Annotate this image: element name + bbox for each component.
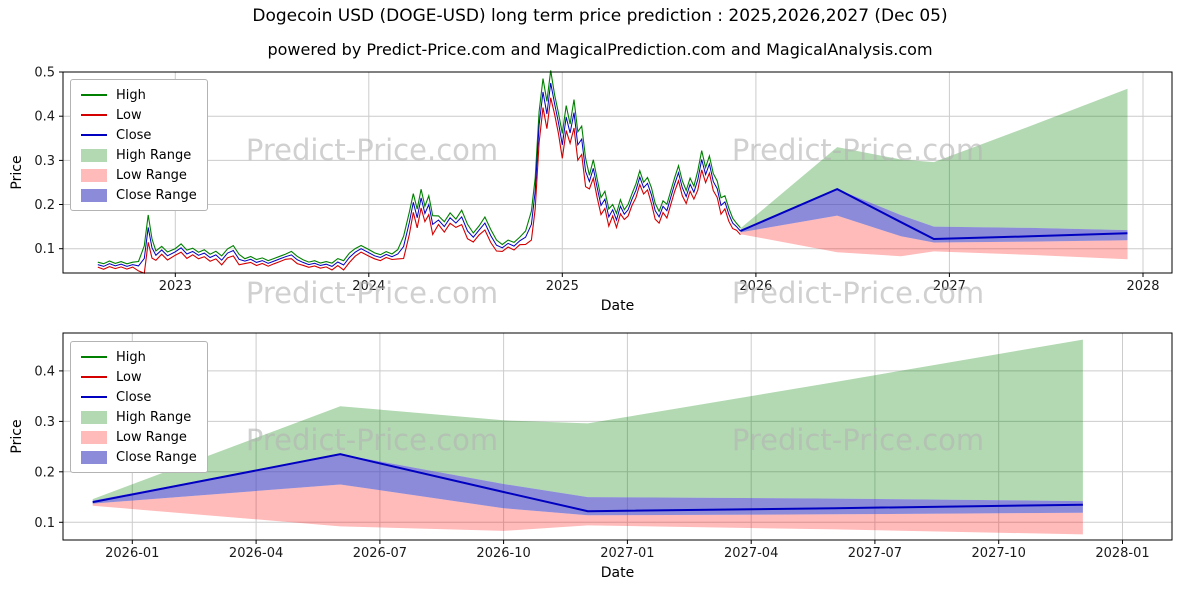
x-tick-label: 2026-07 — [353, 546, 407, 561]
legend-entry: High Range — [81, 409, 197, 425]
x-axis-label: Date — [601, 565, 634, 581]
y-tick-label: 0.4 — [34, 364, 55, 379]
legend-line-swatch — [81, 356, 107, 358]
close-prediction-line — [740, 187, 1128, 241]
x-tick-label: 2026-04 — [229, 546, 283, 561]
high-range-area — [740, 88, 1128, 231]
legend-label: Low — [116, 369, 142, 385]
high-line — [97, 70, 741, 265]
close-range-area — [740, 189, 1128, 243]
legend-entry: Close Range — [81, 187, 197, 203]
legend-label: Close Range — [116, 449, 197, 465]
chart-forecast-detail: 2026-01 2026-04 2026-07 2026-10 2027-01 2027-… — [9, 332, 1173, 581]
legend-entry: Close Range — [81, 449, 197, 465]
y-axis-label: Price — [9, 419, 25, 453]
legend-label: High — [116, 349, 146, 365]
legend-entry: Low — [81, 369, 197, 385]
x-tick-label: 2027 — [933, 279, 966, 294]
legend-label: High Range — [116, 409, 192, 425]
x-tick-label: 2028 — [1126, 279, 1159, 294]
axes-border — [62, 332, 1173, 541]
x-tick-label: 2027-04 — [724, 546, 778, 561]
legend-patch-swatch — [81, 188, 107, 202]
legend-line-swatch — [81, 396, 107, 398]
legend-label: Close — [116, 389, 152, 405]
close-range-area — [92, 454, 1083, 516]
legend-entry: High — [81, 349, 197, 365]
high-range-area — [92, 339, 1083, 502]
legend-line-swatch — [81, 114, 107, 116]
chart-title: Dogecoin USD (DOGE-USD) long term price … — [252, 6, 948, 26]
legend-entry: Low Range — [81, 167, 197, 183]
y-tick-label: 0.1 — [34, 242, 55, 257]
x-tick-label: 2026 — [739, 279, 772, 294]
legend-label: Low Range — [116, 167, 187, 183]
legend-patch-swatch — [81, 168, 107, 182]
legend-patch-swatch — [81, 148, 107, 162]
legend-patch-swatch — [81, 410, 107, 424]
y-tick-label: 0.3 — [34, 154, 55, 169]
axes-border — [62, 71, 1173, 274]
x-tick-label: 2028-01 — [1095, 546, 1149, 561]
legend-entry: High — [81, 87, 197, 103]
x-tick-label: 2027-07 — [848, 546, 902, 561]
legend-patch-swatch — [81, 450, 107, 464]
legend-label: High Range — [116, 147, 192, 163]
legend-patch-swatch — [81, 430, 107, 444]
x-tick-label: 2023 — [159, 279, 192, 294]
low-range-area — [740, 215, 1128, 260]
legend-bottom-chart: High Low Close High Range Low Range Close Ran… — [70, 341, 208, 473]
legend-label: Low Range — [116, 429, 187, 445]
x-tick-label: 2026-01 — [105, 546, 159, 561]
legend-line-swatch — [81, 376, 107, 378]
low-line — [97, 97, 741, 274]
x-tick-label: 2026-10 — [476, 546, 530, 561]
legend-label: High — [116, 87, 146, 103]
x-tick-label: 2024 — [352, 279, 385, 294]
y-axis-label: Price — [9, 155, 25, 189]
legend-entry: Low — [81, 107, 197, 123]
low-range-area — [92, 484, 1083, 535]
x-tick-label: 2025 — [546, 279, 579, 294]
x-axis-label: Date — [601, 298, 634, 314]
close-prediction-line — [92, 453, 1083, 513]
chart-subtitle: powered by Predict-Price.com and Magical… — [267, 40, 933, 59]
y-tick-label: 0.5 — [34, 66, 55, 81]
y-tick-label: 0.4 — [34, 110, 55, 125]
close-line-history — [97, 82, 741, 267]
legend-label: Low — [116, 107, 142, 123]
y-tick-label: 0.1 — [34, 516, 55, 531]
y-tick-label: 0.2 — [34, 465, 55, 480]
chart-history-with-forecast: 2023 2024 2025 2026 2027 2028 0.1 0.2 0.3 0.4 0.5 D… — [9, 66, 1173, 314]
legend-entry: Low Range — [81, 429, 197, 445]
legend-top-chart: High Low Close High Range Low Range Close Ran… — [70, 79, 208, 211]
legend-line-swatch — [81, 94, 107, 96]
x-tick-label: 2027-10 — [972, 546, 1026, 561]
legend-entry: High Range — [81, 147, 197, 163]
y-tick-label: 0.3 — [34, 415, 55, 430]
legend-line-swatch — [81, 134, 107, 136]
y-tick-label: 0.2 — [34, 198, 55, 213]
legend-label: Close Range — [116, 187, 197, 203]
legend-label: Close — [116, 127, 152, 143]
legend-entry: Close — [81, 389, 197, 405]
legend-entry: Close — [81, 127, 197, 143]
x-tick-label: 2027-01 — [600, 546, 654, 561]
